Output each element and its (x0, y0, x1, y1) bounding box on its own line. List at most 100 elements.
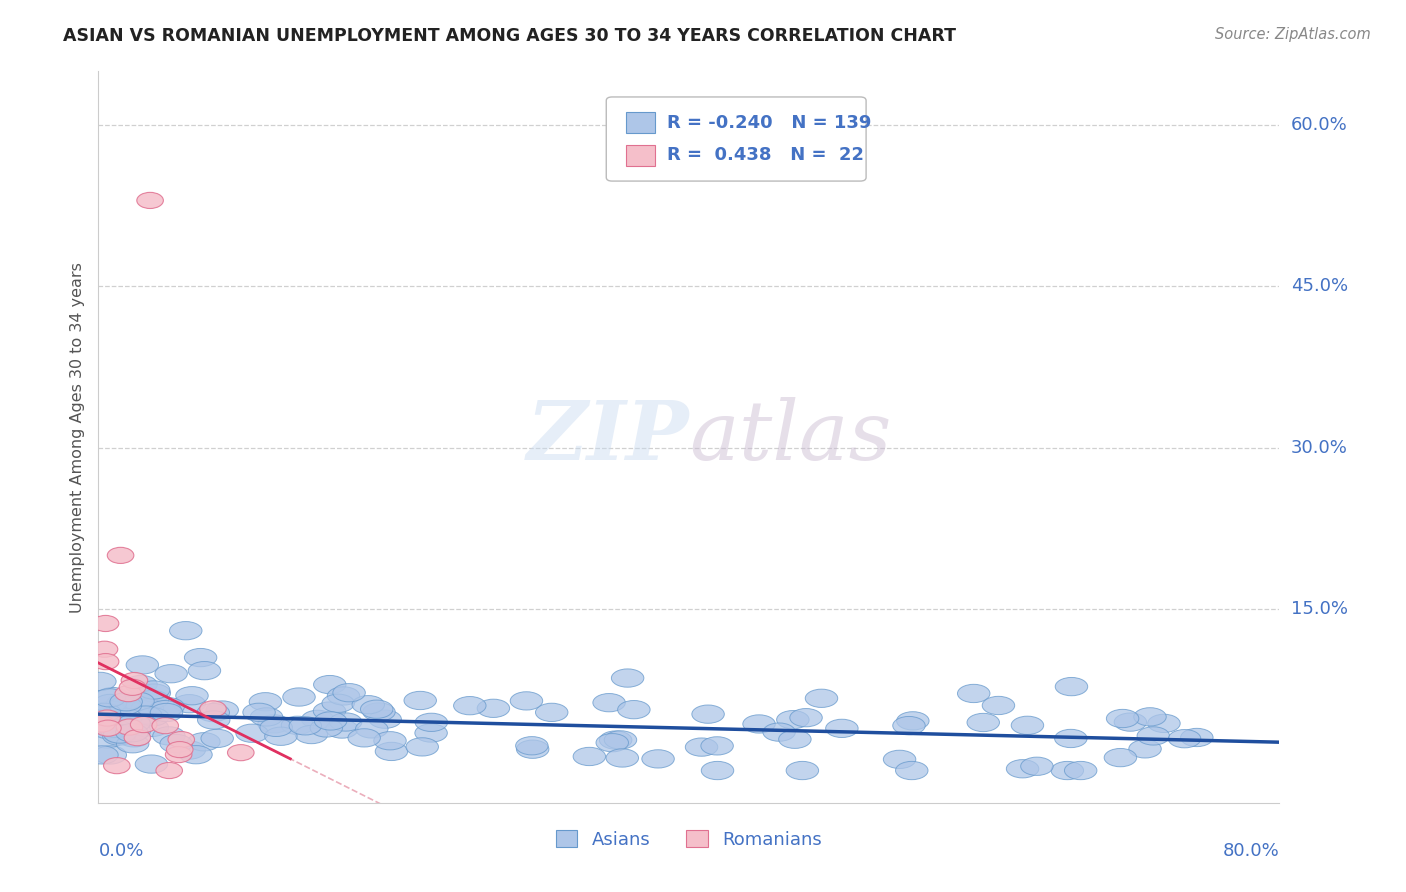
Ellipse shape (311, 719, 343, 737)
Ellipse shape (96, 701, 128, 719)
Ellipse shape (136, 718, 169, 737)
Ellipse shape (328, 687, 360, 705)
Ellipse shape (166, 741, 193, 757)
Text: ZIP: ZIP (526, 397, 689, 477)
Text: 80.0%: 80.0% (1223, 842, 1279, 860)
Ellipse shape (510, 692, 543, 710)
Ellipse shape (93, 721, 125, 739)
Ellipse shape (1056, 677, 1088, 696)
Ellipse shape (314, 675, 346, 694)
Text: Source: ZipAtlas.com: Source: ZipAtlas.com (1215, 27, 1371, 42)
Ellipse shape (1064, 762, 1097, 780)
Ellipse shape (89, 716, 115, 732)
Ellipse shape (200, 701, 226, 717)
Ellipse shape (236, 724, 269, 742)
Ellipse shape (685, 738, 718, 756)
Text: atlas: atlas (689, 397, 891, 477)
Ellipse shape (790, 708, 823, 727)
Ellipse shape (295, 725, 328, 744)
Ellipse shape (257, 714, 290, 733)
Ellipse shape (152, 717, 179, 734)
Ellipse shape (153, 727, 186, 745)
Ellipse shape (117, 735, 149, 753)
Ellipse shape (149, 700, 181, 719)
Ellipse shape (136, 707, 169, 726)
Ellipse shape (347, 729, 381, 747)
Ellipse shape (326, 720, 359, 739)
Ellipse shape (93, 708, 125, 727)
Ellipse shape (89, 703, 121, 722)
Ellipse shape (250, 707, 283, 726)
Ellipse shape (104, 725, 136, 743)
Y-axis label: Unemployment Among Ages 30 to 34 years: Unemployment Among Ages 30 to 34 years (69, 261, 84, 613)
Ellipse shape (1133, 707, 1166, 726)
Text: 45.0%: 45.0% (1291, 277, 1348, 295)
Ellipse shape (205, 701, 239, 719)
Ellipse shape (118, 729, 150, 747)
Ellipse shape (825, 719, 858, 738)
Ellipse shape (1107, 709, 1139, 728)
Ellipse shape (188, 662, 221, 680)
Ellipse shape (1052, 762, 1084, 780)
Ellipse shape (170, 622, 202, 640)
Ellipse shape (173, 741, 205, 759)
Ellipse shape (375, 742, 408, 761)
Ellipse shape (166, 747, 191, 763)
Ellipse shape (1054, 730, 1087, 747)
Ellipse shape (115, 686, 142, 702)
Ellipse shape (129, 706, 162, 724)
Ellipse shape (260, 718, 292, 737)
Ellipse shape (94, 710, 121, 726)
Ellipse shape (110, 708, 142, 727)
Ellipse shape (138, 684, 170, 702)
Ellipse shape (86, 715, 118, 734)
Ellipse shape (150, 704, 183, 722)
Ellipse shape (1168, 730, 1201, 747)
Ellipse shape (368, 710, 401, 729)
Ellipse shape (301, 710, 333, 729)
Ellipse shape (606, 749, 638, 767)
Ellipse shape (110, 697, 142, 714)
Ellipse shape (107, 694, 139, 712)
Ellipse shape (98, 719, 131, 738)
FancyBboxPatch shape (626, 112, 655, 133)
Text: 15.0%: 15.0% (1291, 600, 1347, 618)
Ellipse shape (103, 710, 135, 728)
Ellipse shape (641, 750, 675, 768)
Ellipse shape (786, 762, 818, 780)
Ellipse shape (1147, 714, 1180, 732)
Ellipse shape (352, 696, 384, 714)
Ellipse shape (1011, 716, 1043, 734)
Ellipse shape (516, 740, 548, 758)
Ellipse shape (91, 730, 124, 748)
Ellipse shape (763, 723, 796, 741)
Ellipse shape (596, 733, 628, 752)
Ellipse shape (103, 727, 135, 745)
Ellipse shape (264, 727, 297, 746)
Ellipse shape (957, 684, 990, 703)
Ellipse shape (617, 700, 650, 719)
Ellipse shape (967, 714, 1000, 731)
Ellipse shape (322, 694, 354, 713)
Ellipse shape (86, 746, 118, 764)
Ellipse shape (93, 654, 120, 670)
Ellipse shape (127, 656, 159, 674)
Ellipse shape (94, 720, 121, 736)
Ellipse shape (115, 723, 148, 742)
Ellipse shape (93, 615, 120, 632)
Ellipse shape (155, 665, 187, 683)
Ellipse shape (776, 711, 808, 729)
Ellipse shape (122, 692, 155, 710)
Ellipse shape (329, 713, 361, 731)
Ellipse shape (104, 725, 136, 744)
Ellipse shape (156, 763, 183, 779)
Ellipse shape (454, 697, 486, 714)
Text: ASIAN VS ROMANIAN UNEMPLOYMENT AMONG AGES 30 TO 34 YEARS CORRELATION CHART: ASIAN VS ROMANIAN UNEMPLOYMENT AMONG AGE… (63, 27, 956, 45)
Ellipse shape (243, 703, 276, 722)
Text: 60.0%: 60.0% (1291, 116, 1347, 134)
Ellipse shape (374, 731, 406, 750)
Text: R =  0.438   N =  22: R = 0.438 N = 22 (666, 146, 863, 164)
Ellipse shape (184, 648, 217, 666)
Ellipse shape (605, 731, 637, 749)
Ellipse shape (118, 714, 150, 732)
